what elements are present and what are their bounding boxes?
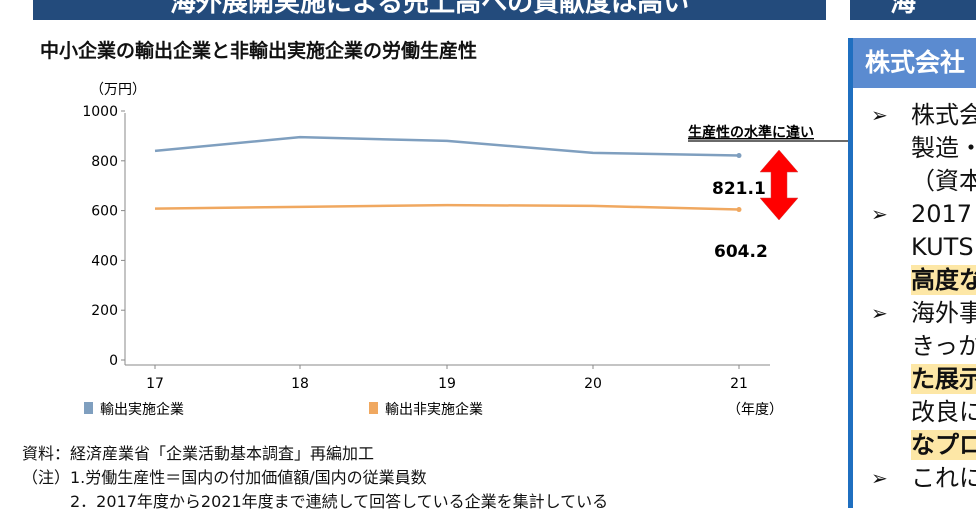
y-tick-label: 0 xyxy=(109,353,118,369)
highlighted-text-line: 高度な xyxy=(911,265,976,295)
x-tick-label: 21 xyxy=(730,376,748,392)
highlighted-text-line: た展示 xyxy=(911,364,976,394)
panel-text-line: （資本 xyxy=(911,167,976,195)
legend-label-nonexport: 輸出非実施企業 xyxy=(385,401,483,418)
y-tick-label: 600 xyxy=(91,204,118,220)
panel-text-line: これに xyxy=(911,464,976,492)
panel-text-line: 株式会 xyxy=(911,101,976,129)
series-end-point xyxy=(736,153,742,159)
x-axis-unit: （年度） xyxy=(727,402,783,418)
bullet-arrow-icon: ➢ xyxy=(871,301,888,325)
banner-title-right: 海 xyxy=(890,0,917,18)
y-tick-label: 1000 xyxy=(82,104,118,120)
slide-banner-left: 海外展開実施による売上高への貢献度は高い xyxy=(33,0,826,20)
y-tick-label: 800 xyxy=(91,154,118,170)
x-tick-label: 18 xyxy=(291,376,309,392)
footnote-1: （注）1.労働生産性＝国内の付加価値額/国内の従業員数 xyxy=(22,468,427,487)
y-axis-unit: （万円） xyxy=(90,82,146,98)
bullet-arrow-icon: ➢ xyxy=(871,202,888,226)
y-tick-label: 200 xyxy=(91,303,118,319)
bullet-arrow-icon: ➢ xyxy=(871,466,888,490)
panel-text-line: 改良に xyxy=(911,398,976,426)
legend-label-export: 輸出実施企業 xyxy=(100,401,184,418)
annotation-headline: 生産性の水準に違い xyxy=(688,124,814,141)
difference-arrow-icon xyxy=(759,149,799,221)
panel-text-line: 2017 xyxy=(911,200,973,228)
bullet-arrow-icon: ➢ xyxy=(871,103,888,127)
y-tick-label: 400 xyxy=(91,253,118,269)
x-tick-label: 17 xyxy=(146,376,164,392)
x-tick-label: 20 xyxy=(584,376,602,392)
case-study-panel: 株式会社 ➢ 株式会製造・ （資本 ➢ 2017 KUTS 高度な ➢ 海外事きっかた展示改良に… xyxy=(848,38,976,508)
banner-title: 海外展開実施による売上高への貢献度は高い xyxy=(169,0,690,18)
series-line-export xyxy=(154,135,740,157)
x-tick-label: 19 xyxy=(438,376,456,392)
highlighted-text-line: なプロ xyxy=(911,430,976,460)
legend-swatch-export xyxy=(84,402,93,414)
series-line-nonexport xyxy=(154,203,740,211)
panel-title: 株式会社 xyxy=(853,38,976,88)
panel-text-line: KUTS xyxy=(911,233,974,261)
legend-swatch-nonexport xyxy=(369,402,378,414)
source-note: 資料：経済産業省「企業活動基本調査」再編加工 xyxy=(22,444,375,463)
footnote-2: 2．2017年度から2021年度まで連続して回答している企業を集計している xyxy=(22,492,609,511)
panel-text-line: 海外事 xyxy=(911,299,976,327)
series-end-point xyxy=(736,207,742,213)
panel-text-line: 製造・ xyxy=(911,134,976,162)
panel-text-line: きっか xyxy=(911,332,976,360)
value-label-export: 821.1 xyxy=(712,179,766,199)
slide-banner-right: 海 xyxy=(850,0,976,20)
value-label-nonexport: 604.2 xyxy=(714,242,768,262)
chart-title: 中小企業の輸出企業と非輸出実施企業の労働生産性 xyxy=(40,40,478,62)
line-chart: （万円） 0 200 400 600 800 1000 17 18 19 20 21 （年度） 輸… xyxy=(82,82,848,418)
